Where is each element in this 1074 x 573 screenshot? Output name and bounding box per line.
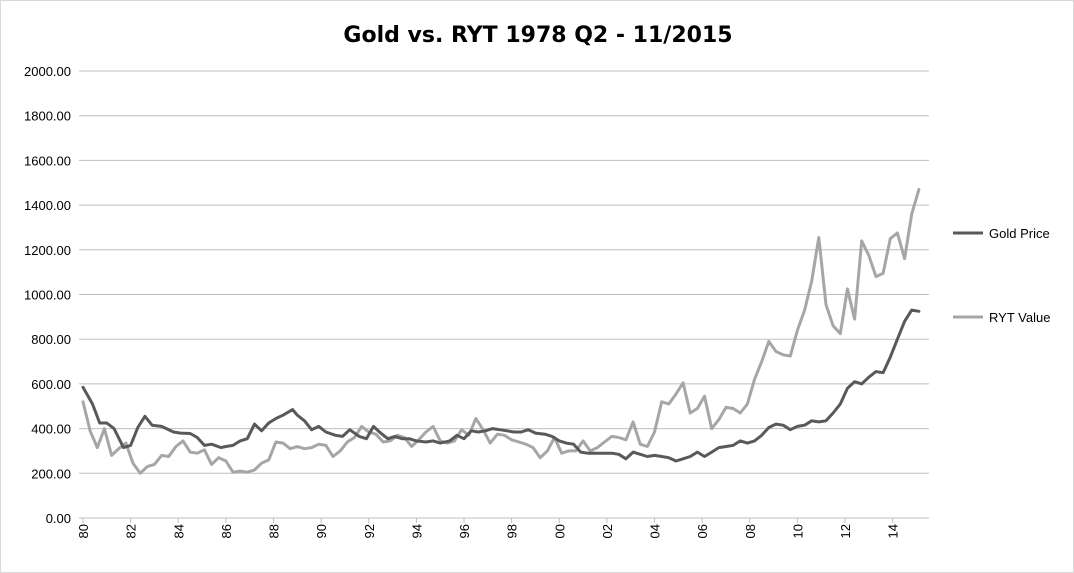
series-line-ryt-value <box>81 188 921 475</box>
x-tick-label: 94 <box>409 524 424 538</box>
x-tick-label: 02 <box>600 524 615 538</box>
x-tick-label: 04 <box>648 524 663 538</box>
legend-label-ryt-value: RYT Value <box>989 310 1050 325</box>
x-axis-ticks: 80 82 84 86 88 90 92 94 96 98 00 02 04 06 08 10 12 14 <box>76 518 901 538</box>
legend: Gold Price RYT Value <box>953 226 1050 325</box>
x-tick-label: 80 <box>76 524 91 538</box>
y-tick-label: 200.00 <box>31 466 71 481</box>
y-tick-label: 1800.00 <box>24 109 71 124</box>
x-tick-label: 12 <box>838 524 853 538</box>
x-tick-label: 08 <box>743 524 758 538</box>
y-tick-label: 600.00 <box>31 377 71 392</box>
chart-title: Gold vs. RYT 1978 Q2 - 11/2015 <box>343 23 732 48</box>
x-tick-label: 98 <box>505 524 520 538</box>
y-axis-ticks: 0.00 200.00 400.00 600.00 800.00 1000.00 1200.… <box>24 64 71 526</box>
y-tick-label: 800.00 <box>31 332 71 347</box>
x-tick-label: 00 <box>552 524 567 538</box>
x-tick-label: 92 <box>362 524 377 538</box>
x-tick-label: 82 <box>124 524 139 538</box>
y-tick-label: 0.00 <box>46 511 71 526</box>
x-tick-label: 86 <box>219 524 234 538</box>
y-tick-label: 1600.00 <box>24 153 71 168</box>
series-lines <box>81 188 921 475</box>
x-tick-label: 14 <box>886 524 901 538</box>
x-tick-label: 06 <box>695 524 710 538</box>
x-tick-label: 10 <box>790 524 805 538</box>
legend-label-gold-price: Gold Price <box>989 226 1050 241</box>
y-tick-label: 1400.00 <box>24 198 71 213</box>
x-tick-label: 88 <box>267 524 282 538</box>
x-tick-label: 96 <box>457 524 472 538</box>
y-tick-label: 400.00 <box>31 422 71 437</box>
x-tick-label: 84 <box>171 524 186 538</box>
gridlines <box>79 70 929 519</box>
y-tick-label: 1200.00 <box>24 243 71 258</box>
y-tick-label: 1000.00 <box>24 288 71 303</box>
series-line-gold-price <box>81 308 921 463</box>
y-tick-label: 2000.00 <box>24 64 71 79</box>
x-tick-label: 90 <box>314 524 329 538</box>
